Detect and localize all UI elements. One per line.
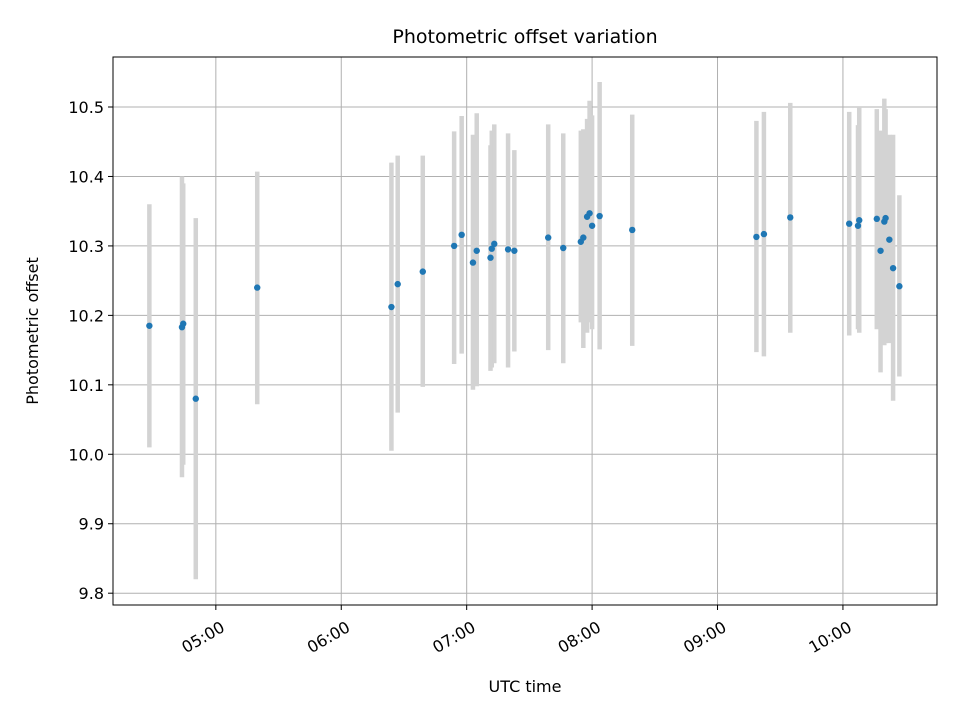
x-axis-label: UTC time — [489, 677, 562, 696]
data-point — [588, 222, 596, 229]
data-point — [596, 212, 603, 220]
data-point — [388, 303, 395, 311]
grid — [113, 57, 937, 605]
data-point — [856, 217, 863, 224]
data-point — [873, 215, 880, 223]
data-point — [545, 234, 552, 241]
data-point — [394, 280, 401, 288]
data-point — [254, 284, 261, 291]
y-tick-label: 10.0 — [68, 445, 104, 464]
y-tick-label: 9.9 — [79, 515, 104, 534]
data-point — [560, 244, 567, 252]
y-tick-label: 10.1 — [68, 376, 104, 395]
data-points — [146, 210, 903, 402]
y-tick-label: 10.5 — [68, 98, 104, 117]
data-point — [504, 246, 512, 253]
data-point — [580, 234, 587, 241]
y-tick-label: 9.8 — [79, 584, 104, 603]
chart-title: Photometric offset variation — [392, 26, 657, 48]
data-point — [491, 240, 498, 248]
data-point — [192, 395, 199, 402]
data-point — [846, 220, 853, 227]
data-point — [753, 233, 760, 241]
data-point — [469, 259, 477, 266]
data-point — [586, 210, 593, 217]
data-point — [180, 320, 187, 327]
data-point — [877, 247, 884, 254]
data-point — [146, 322, 153, 329]
data-point — [896, 283, 903, 290]
data-point — [458, 231, 465, 239]
y-tick-label: 10.2 — [68, 306, 104, 325]
plot-frame — [112, 56, 938, 606]
data-point — [488, 245, 495, 252]
data-point — [886, 236, 893, 243]
data-point — [511, 247, 518, 254]
y-axis-label: Photometric offset — [23, 257, 42, 405]
data-point — [487, 254, 494, 261]
data-point — [889, 264, 897, 272]
data-point — [760, 230, 768, 238]
y-axis-ticks: 9.8 9.9 10.0 10.1 10.2 10.3 10.4 10.5 — [68, 98, 113, 603]
data-point — [882, 214, 889, 222]
y-tick-label: 10.4 — [68, 167, 104, 186]
data-point — [787, 214, 794, 221]
data-point — [854, 222, 862, 229]
data-point — [450, 242, 458, 250]
data-point — [629, 226, 636, 234]
data-point — [419, 268, 426, 275]
y-tick-label: 10.3 — [68, 237, 104, 256]
data-point — [473, 247, 480, 254]
